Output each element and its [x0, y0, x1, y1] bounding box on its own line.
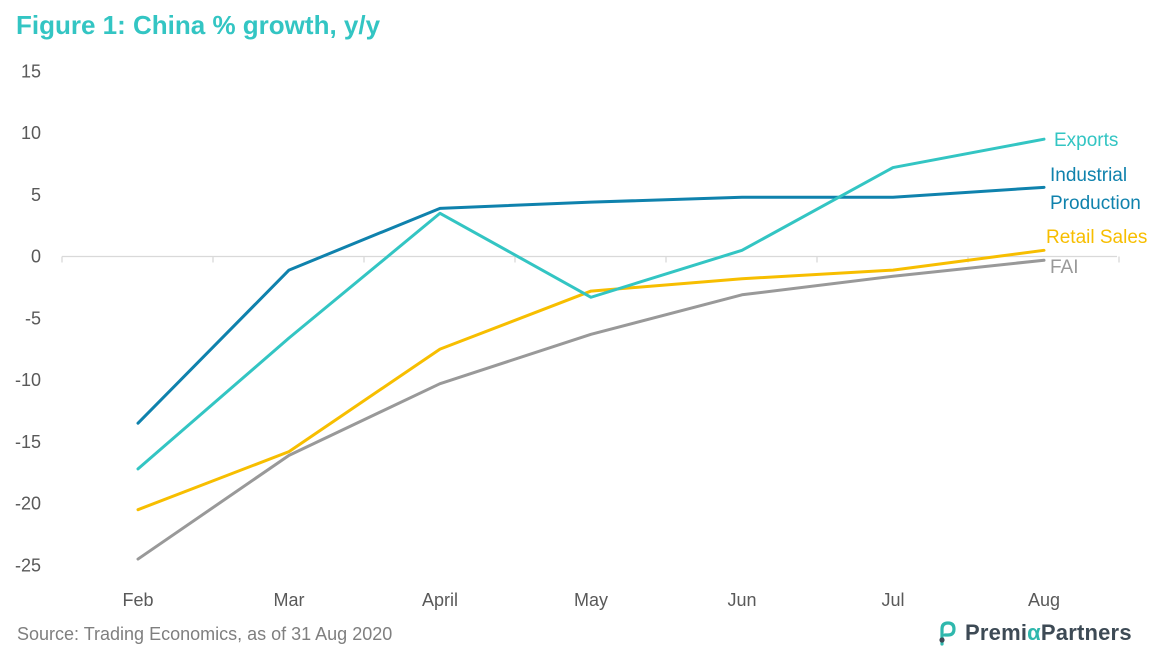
x-tick-label: Mar: [274, 590, 305, 610]
series-line-exports: [136, 137, 1046, 471]
series-label: FAI: [1050, 257, 1079, 278]
logo-text: PremiαPartners: [965, 620, 1132, 646]
series-line-industrial-production: [136, 185, 1046, 425]
logo-suffix: Partners: [1040, 620, 1132, 645]
y-tick-label: -10: [15, 370, 41, 390]
logo-alpha: α: [1027, 620, 1041, 645]
premia-partners-logo-icon: [939, 621, 956, 646]
y-tick-label: -15: [15, 432, 41, 452]
series-label: Industrial: [1050, 165, 1127, 186]
y-tick-label: 0: [31, 247, 41, 267]
y-tick-label: 5: [31, 185, 41, 205]
series-label: Production: [1050, 193, 1141, 214]
x-tick-label: Jun: [727, 590, 756, 610]
chart-title: Figure 1: China % growth, y/y: [16, 10, 381, 40]
y-tick-label: 15: [21, 61, 41, 81]
series-line-fai: [136, 258, 1046, 561]
y-tick-label: -5: [25, 308, 41, 328]
series-label: Retail Sales: [1046, 227, 1147, 248]
source-note: Source: Trading Economics, as of 31 Aug …: [17, 624, 393, 644]
premia-partners-logo: PremiαPartners: [937, 620, 1132, 646]
y-tick-label: -20: [15, 494, 41, 514]
y-tick-label: 10: [21, 123, 41, 143]
series-line-retail-sales: [136, 248, 1046, 512]
x-tick-label: Feb: [122, 590, 153, 610]
x-tick-label: Aug: [1028, 590, 1060, 610]
x-tick-label: April: [422, 590, 458, 610]
y-tick-label: -25: [15, 555, 41, 575]
x-tick-label: Jul: [881, 590, 904, 610]
logo-prefix: Premi: [965, 620, 1028, 645]
series-label: Exports: [1054, 130, 1118, 151]
x-tick-label: May: [574, 590, 608, 610]
